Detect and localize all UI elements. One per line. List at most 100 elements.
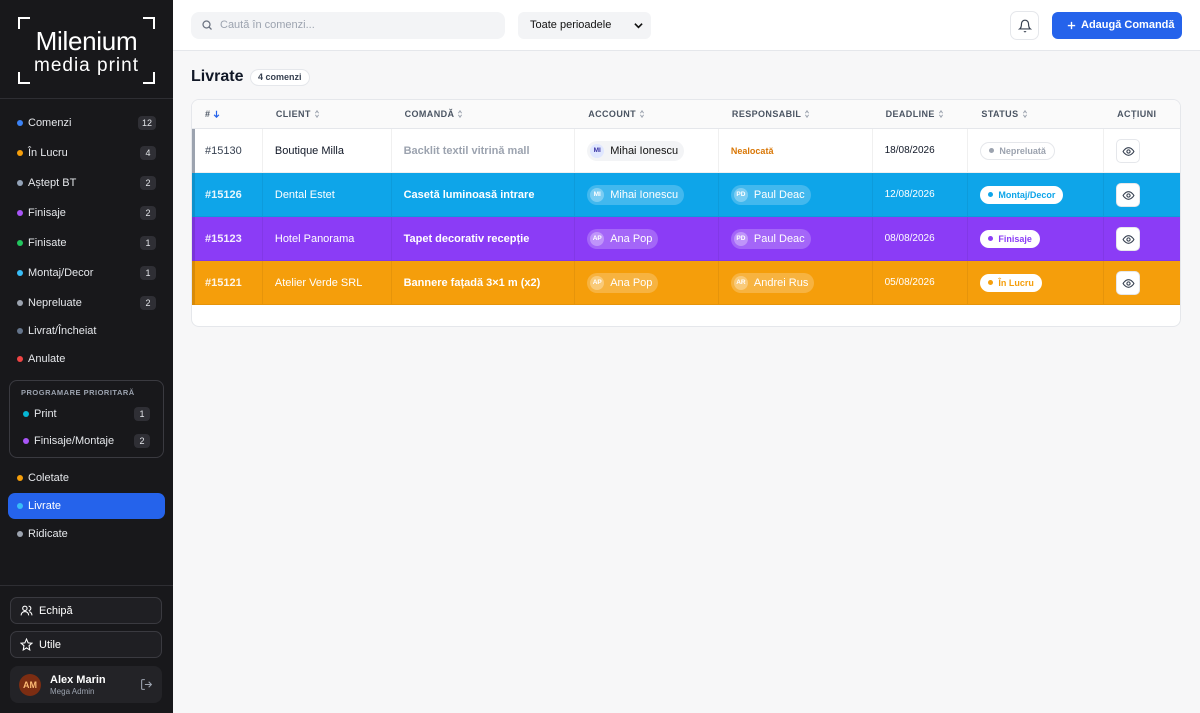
nav-dot <box>17 120 23 126</box>
nav-count: 2 <box>134 434 150 448</box>
status-dot <box>988 192 994 197</box>
table-cell: MI Mihai Ionescu <box>575 129 719 173</box>
column-header[interactable]: # <box>192 100 263 129</box>
brand-name: Milenium <box>35 26 138 56</box>
nav-count: 2 <box>140 206 156 220</box>
order-id: #15123 <box>205 232 242 245</box>
nav-item[interactable]: Ridicate <box>8 521 165 547</box>
table-row[interactable]: #15126 Dental Estet Casetă luminoasă intra… <box>192 173 1180 217</box>
table-cell: Montaj/Decor <box>968 173 1105 217</box>
logo: Milenium media print <box>18 17 155 84</box>
view-button[interactable] <box>1116 226 1141 251</box>
nav-item[interactable]: Finisaje 2 <box>8 200 165 226</box>
status-badge: Nepreluată <box>980 141 1055 160</box>
notifications-button[interactable] <box>1010 11 1039 40</box>
nav-label: Anulate <box>28 353 66 365</box>
nav-dot <box>17 328 23 334</box>
deadline: 18/08/2026 <box>884 145 935 156</box>
add-order-button[interactable]: Adaugă Comandă <box>1052 12 1182 39</box>
responsible-initials: AR <box>733 275 748 290</box>
sort-icon <box>214 110 220 118</box>
nav-label: Livrate <box>28 500 62 512</box>
sort-icon <box>938 110 943 118</box>
view-button[interactable] <box>1116 138 1141 163</box>
nav-dot <box>17 503 23 509</box>
add-order-label: Adaugă Comandă <box>1081 19 1175 31</box>
nav-label: Finisaje <box>28 207 66 219</box>
team-button[interactable]: Echipă <box>10 597 162 624</box>
nav-item[interactable]: Aștept BT 2 <box>8 170 165 196</box>
order-title: Bannere fațadă 3×1 m (x2) <box>403 276 541 289</box>
table-cell: Nepreluată <box>968 129 1105 173</box>
logout-icon[interactable] <box>140 678 153 691</box>
account-initials: AP <box>590 275 605 290</box>
nav-dot <box>17 210 23 216</box>
column-header[interactable]: CLIENT <box>262 100 392 129</box>
order-id: #15126 <box>205 188 242 201</box>
status-dot <box>989 148 995 153</box>
order-id: #15121 <box>205 276 242 289</box>
sort-icon <box>1022 110 1027 118</box>
table-cell <box>1104 261 1180 305</box>
table-row[interactable]: #15130 Boutique Milla Backlit textil vitri… <box>192 129 1180 173</box>
table-cell: Hotel Panorama <box>262 217 392 261</box>
view-button[interactable] <box>1116 270 1141 295</box>
table-cell: În Lucru <box>968 261 1105 305</box>
nav-item[interactable]: Livrat/Încheiat <box>8 318 165 344</box>
status-label: Nepreluată <box>999 145 1046 156</box>
order-title: Tapet decorativ recepție <box>403 232 530 245</box>
column-header[interactable]: DEADLINE <box>872 100 969 129</box>
column-header[interactable]: COMANDĂ <box>391 100 576 129</box>
nav-item[interactable]: Comenzi 12 <box>8 110 165 136</box>
eye-icon <box>1122 234 1135 244</box>
team-label: Echipă <box>39 604 73 617</box>
nav-item[interactable]: Coletate <box>8 465 165 491</box>
nav-label: Livrat/Încheiat <box>28 325 97 337</box>
order-title: Backlit textil vitrină mall <box>403 144 530 157</box>
nav-item[interactable]: Finisaje/Montaje 2 <box>14 428 159 454</box>
priority-box: PROGRAMARE PRIORITARĂ Print 1 Finisaje/Mon… <box>9 380 164 458</box>
table-cell: 05/08/2026 <box>872 261 969 305</box>
table-cell: PD Paul Deac <box>718 173 873 217</box>
nav-item[interactable]: Anulate <box>8 346 165 372</box>
table-cell <box>1104 217 1180 261</box>
table-row[interactable]: #15123 Hotel Panorama Tapet decorativ rece… <box>192 217 1180 261</box>
nav-item[interactable]: Print 1 <box>14 401 159 427</box>
view-button[interactable] <box>1116 182 1141 207</box>
account-pill: AP Ana Pop <box>587 228 659 249</box>
nav-item[interactable]: Finisate 1 <box>8 230 165 256</box>
table-cell: AR Andrei Rus <box>718 261 873 305</box>
page-count: 4 comenzi <box>250 69 310 86</box>
table-cell: 18/08/2026 <box>872 129 969 173</box>
client: Atelier Verde SRL <box>274 276 363 289</box>
order-title: Casetă luminoasă intrare <box>403 188 535 201</box>
deadline: 08/08/2026 <box>884 233 935 244</box>
status-label: În Lucru <box>998 277 1034 288</box>
column-header-label: CLIENT <box>275 109 311 119</box>
nav-dot <box>17 531 23 537</box>
nav-item[interactable]: Nepreluate 2 <box>8 290 165 316</box>
nav-item[interactable]: Montaj/Decor 1 <box>8 260 165 286</box>
table-cell <box>1104 173 1180 217</box>
table-row[interactable]: #15121 Atelier Verde SRL Bannere fațadă 3×… <box>192 261 1180 305</box>
nav-label: În Lucru <box>28 147 68 159</box>
eye-icon <box>1122 278 1135 288</box>
column-header[interactable]: RESPONSABIL <box>718 100 873 129</box>
status-badge: Finisaje <box>980 229 1040 248</box>
period-select[interactable]: Toate perioadele <box>518 12 651 39</box>
column-header[interactable]: STATUS <box>968 100 1105 129</box>
nav-item[interactable]: În Lucru 4 <box>8 140 165 166</box>
column-header[interactable]: ACCOUNT <box>575 100 719 129</box>
nav-label: Montaj/Decor <box>28 267 94 279</box>
brand-sub: media print <box>34 55 139 76</box>
useful-label: Utile <box>39 638 62 651</box>
table-cell: PD Paul Deac <box>718 217 873 261</box>
account-pill: MI Mihai Ionescu <box>587 184 685 205</box>
nav-dot <box>23 411 29 417</box>
search-input[interactable]: Caută în comenzi... <box>191 12 505 39</box>
account-name: Mihai Ionescu <box>610 144 679 157</box>
table-cell: Atelier Verde SRL <box>262 261 392 305</box>
useful-button[interactable]: Utile <box>10 631 162 658</box>
sidebar: Milenium media print PROGRAMARE PRIORITA… <box>0 0 173 713</box>
nav-item[interactable]: Livrate <box>8 493 165 519</box>
